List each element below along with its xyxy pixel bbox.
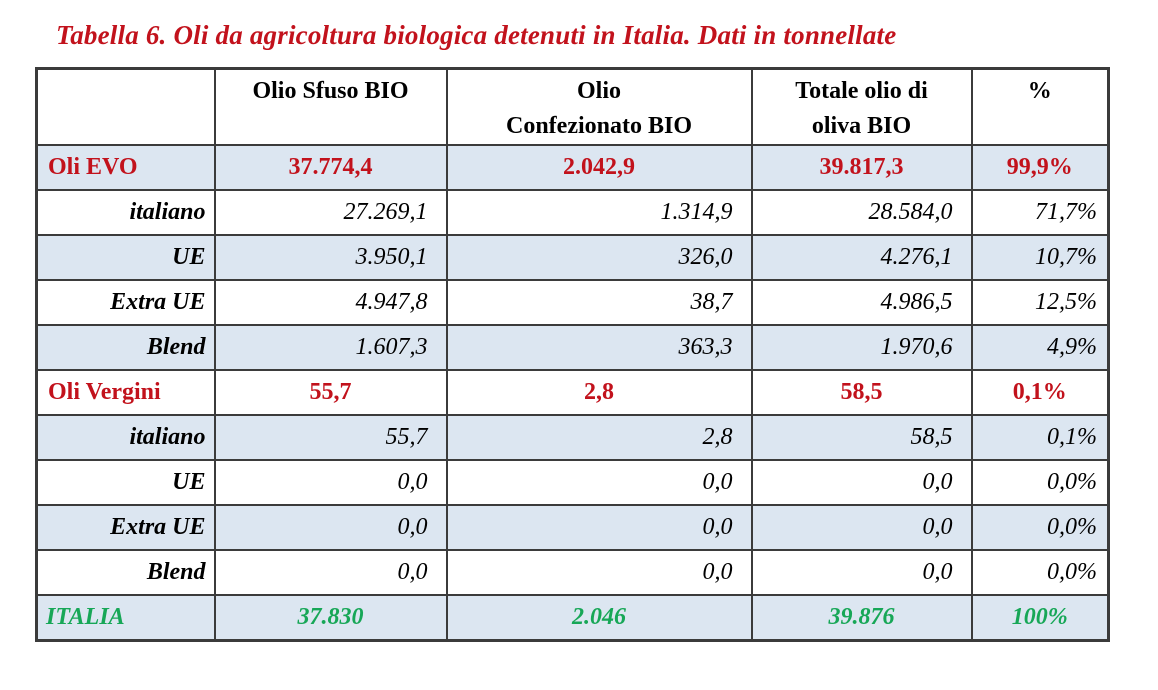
table-row-9-blend: Blend 0,0 0,0 0,0 0,0%	[35, 549, 1110, 596]
table-row-0-oli-evo: Oli EVO 37.774,4 2.042,9 39.817,3 99,9%	[35, 144, 1110, 191]
table-row-3-extra-ue: Extra UE 4.947,8 38,7 4.986,5 12,5%	[35, 279, 1110, 326]
cell: 37.830	[213, 594, 448, 641]
cell: 0,0	[213, 459, 448, 506]
row-label: UE	[35, 234, 216, 281]
cell: 27.269,1	[213, 189, 448, 236]
cell: 2,8	[445, 369, 753, 416]
table-header-row: Olio Sfuso BIO Olio Confezionato BIO Total…	[35, 67, 1110, 146]
cell: 2.046	[445, 594, 753, 641]
row-label: Oli Vergini	[35, 369, 216, 416]
cell: 4,9%	[970, 324, 1110, 371]
cell: 0,0%	[970, 459, 1110, 506]
cell: 58,5	[750, 369, 973, 416]
table-row-8-extra-ue: Extra UE 0,0 0,0 0,0 0,0%	[35, 504, 1110, 551]
document-page: Tabella 6. Oli da agricoltura biologica …	[0, 20, 1158, 690]
row-label: italiano	[35, 189, 216, 236]
cell: 4.947,8	[213, 279, 448, 326]
cell: 37.774,4	[213, 144, 448, 191]
cell: 99,9%	[970, 144, 1110, 191]
cell: 39.817,3	[750, 144, 973, 191]
cell: 0,0	[213, 549, 448, 596]
cell: 4.276,1	[750, 234, 973, 281]
cell: 4.986,5	[750, 279, 973, 326]
table-row-2-ue: UE 3.950,1 326,0 4.276,1 10,7%	[35, 234, 1110, 281]
table-body: Oli EVO 37.774,4 2.042,9 39.817,3 99,9% itali…	[35, 144, 1110, 641]
row-label: Oli EVO	[35, 144, 216, 191]
cell: 0,0	[445, 504, 753, 551]
cell: 1.607,3	[213, 324, 448, 371]
cell: 58,5	[750, 414, 973, 461]
row-label: ITALIA	[35, 594, 216, 641]
table-row-5-oli-vergini: Oli Vergini 55,7 2,8 58,5 0,1%	[35, 369, 1110, 416]
row-label: italiano	[35, 414, 216, 461]
cell: 0,0	[213, 504, 448, 551]
cell: 0,0	[445, 459, 753, 506]
cell: 326,0	[445, 234, 753, 281]
cell: 3.950,1	[213, 234, 448, 281]
cell: 39.876	[750, 594, 973, 641]
data-table: Olio Sfuso BIO Olio Confezionato BIO Total…	[35, 67, 1110, 642]
column-header-4: %	[970, 67, 1110, 146]
column-header-0	[35, 67, 216, 146]
table-title: Tabella 6. Oli da agricoltura biologica …	[56, 20, 897, 50]
table-row-7-ue: UE 0,0 0,0 0,0 0,0%	[35, 459, 1110, 506]
column-header-2: Olio Confezionato BIO	[445, 67, 753, 146]
table-row-1-italiano: italiano 27.269,1 1.314,9 28.584,0 71,7%	[35, 189, 1110, 236]
cell: 0,0	[750, 504, 973, 551]
cell: 55,7	[213, 414, 448, 461]
cell: 0,1%	[970, 414, 1110, 461]
cell: 0,1%	[970, 369, 1110, 416]
cell: 1.970,6	[750, 324, 973, 371]
cell: 71,7%	[970, 189, 1110, 236]
cell: 28.584,0	[750, 189, 973, 236]
cell: 363,3	[445, 324, 753, 371]
row-label: UE	[35, 459, 216, 506]
cell: 0,0%	[970, 549, 1110, 596]
cell: 10,7%	[970, 234, 1110, 281]
row-label: Blend	[35, 549, 216, 596]
row-label: Blend	[35, 324, 216, 371]
cell: 0,0	[750, 459, 973, 506]
column-header-3: Totale olio di oliva BIO	[750, 67, 973, 146]
cell: 2,8	[445, 414, 753, 461]
row-label: Extra UE	[35, 504, 216, 551]
cell: 2.042,9	[445, 144, 753, 191]
cell: 0,0	[750, 549, 973, 596]
cell: 55,7	[213, 369, 448, 416]
row-label: Extra UE	[35, 279, 216, 326]
cell: 38,7	[445, 279, 753, 326]
table-row-6-italiano: italiano 55,7 2,8 58,5 0,1%	[35, 414, 1110, 461]
table-row-10-italia: ITALIA 37.830 2.046 39.876 100%	[35, 594, 1110, 641]
column-header-1: Olio Sfuso BIO	[213, 67, 448, 146]
cell: 1.314,9	[445, 189, 753, 236]
cell: 100%	[970, 594, 1110, 641]
cell: 0,0	[445, 549, 753, 596]
cell: 0,0%	[970, 504, 1110, 551]
table-row-4-blend: Blend 1.607,3 363,3 1.970,6 4,9%	[35, 324, 1110, 371]
cell: 12,5%	[970, 279, 1110, 326]
